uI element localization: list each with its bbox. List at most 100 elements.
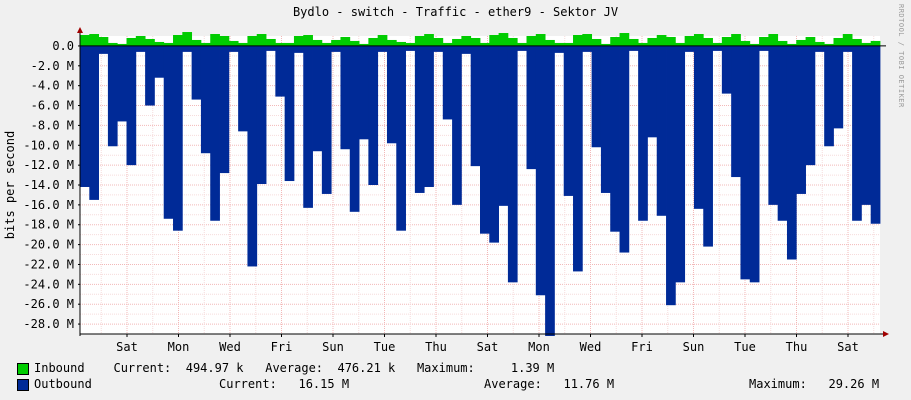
outbound-bar: [98, 45, 109, 54]
outbound-bar: [173, 45, 183, 231]
outbound-bar: [498, 45, 509, 206]
inbound-bar: [666, 36, 676, 46]
inbound-bar: [135, 36, 146, 46]
x-tick-label: Sat: [477, 340, 499, 354]
inbound-bar: [349, 40, 360, 46]
inbound-bar: [638, 42, 648, 46]
inbound-bar: [684, 36, 695, 46]
x-tick-labels: Sat Mon Wed Fri Sun Tue Thu Sat Mon Wed Fri Sun Tue T…: [116, 334, 859, 354]
outbound-maximum-label: Maximum:: [749, 377, 807, 391]
outbound-bar: [777, 45, 788, 221]
y-tick-label: -26.0 M: [23, 297, 74, 311]
inbound-bar: [359, 43, 369, 46]
outbound-bar: [703, 45, 713, 247]
x-tick-label: Fri: [271, 340, 293, 354]
outbound-average-label: Average:: [484, 377, 542, 391]
outbound-bar: [684, 45, 695, 52]
inbound-bar: [247, 36, 258, 46]
outbound-current: Current: 16.15 M: [219, 377, 349, 391]
y-tick-labels: 0.0 -2.0 M -4.0 M -6.0 M -8.0 M -10.0 M -12.0 …: [23, 39, 80, 331]
inbound-bar: [703, 37, 713, 46]
outbound-bar: [545, 45, 555, 336]
inbound-legend-name: Inbound: [34, 361, 85, 375]
x-tick-label: Tue: [374, 340, 396, 354]
inbound-bar: [656, 35, 667, 46]
inbound-current-value: 494.97 k: [185, 361, 244, 375]
inbound-bar: [386, 39, 397, 46]
inbound-legend-row: Inbound Current: 494.97 k Average: 476.2…: [34, 361, 554, 375]
outbound-bar: [470, 45, 481, 167]
inbound-bar: [610, 36, 620, 46]
outbound-bar: [759, 45, 769, 51]
inbound-bar: [712, 42, 723, 46]
inbound-bar: [238, 42, 248, 46]
outbound-bar: [396, 45, 406, 231]
outbound-bar: [870, 45, 881, 224]
inbound-bar: [563, 42, 574, 46]
inbound-bar: [182, 32, 193, 46]
outbound-bar: [228, 45, 239, 52]
inbound-bar: [675, 42, 686, 46]
outbound-bar: [145, 45, 155, 106]
inbound-bar: [107, 42, 118, 46]
outbound-bar: [303, 45, 313, 208]
outbound-bar: [340, 45, 351, 150]
outbound-bar: [247, 45, 258, 267]
outbound-bar: [796, 45, 806, 194]
outbound-bar: [219, 45, 230, 174]
outbound-bar: [266, 45, 276, 51]
inbound-bar: [591, 38, 602, 46]
inbound-bar: [628, 38, 639, 46]
inbound-bar: [331, 39, 341, 46]
outbound-bar: [675, 45, 686, 283]
inbound-bar: [303, 35, 313, 46]
inbound-bar: [861, 42, 872, 46]
inbound-maximum-label: Maximum:: [416, 361, 475, 375]
inbound-bar: [200, 42, 211, 46]
inbound-bar: [480, 42, 490, 46]
inbound-bar: [693, 34, 704, 46]
x-tick-label: Tue: [734, 340, 756, 354]
outbound-bar: [693, 45, 704, 209]
y-axis-label: bits per second: [3, 131, 17, 239]
outbound-bar: [489, 45, 500, 243]
outbound-bar: [452, 45, 462, 205]
outbound-bar: [824, 45, 834, 147]
inbound-bar: [368, 37, 379, 46]
inbound-bar: [433, 37, 444, 46]
inbound-bar: [256, 34, 267, 46]
outbound-bar: [293, 45, 304, 53]
outbound-bar: [517, 45, 527, 51]
x-tick-label: Mon: [528, 340, 550, 354]
outbound-maximum-value: 29.26 M: [828, 377, 880, 391]
y-tick-label: -24.0 M: [23, 277, 74, 291]
x-axis-arrow: [883, 331, 889, 337]
outbound-bar: [126, 45, 137, 166]
y-tick-label: -2.0 M: [31, 59, 74, 73]
outbound-bar: [656, 45, 667, 216]
inbound-bar: [833, 37, 844, 46]
inbound-bar: [396, 41, 406, 46]
inbound-bar: [582, 34, 593, 46]
outbound-bar: [80, 45, 90, 187]
y-tick-label: -6.0 M: [31, 99, 74, 113]
inbound-bar: [517, 42, 527, 46]
x-tick-label: Fri: [631, 340, 653, 354]
outbound-bar: [163, 45, 174, 219]
outbound-bar: [275, 45, 286, 97]
outbound-bar: [786, 45, 797, 260]
y-tick-label: -12.0 M: [23, 158, 74, 172]
outbound-bar: [89, 45, 100, 200]
outbound-legend-swatch: [17, 379, 29, 391]
outbound-maximum: Maximum: 29.26 M: [749, 377, 879, 391]
inbound-bar: [870, 40, 881, 46]
outbound-bar: [424, 45, 434, 187]
inbound-bar: [786, 43, 797, 46]
outbound-bar: [368, 45, 379, 185]
inbound-bar: [573, 35, 583, 46]
outbound-average-value: 11.76 M: [563, 377, 615, 391]
inbound-bar: [824, 43, 834, 46]
inbound-legend-swatch: [17, 363, 29, 375]
outbound-bar: [480, 45, 490, 234]
